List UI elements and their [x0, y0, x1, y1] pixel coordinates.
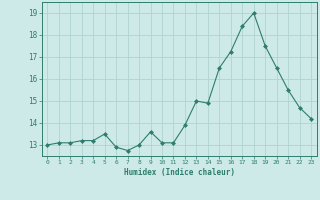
- X-axis label: Humidex (Indice chaleur): Humidex (Indice chaleur): [124, 168, 235, 177]
